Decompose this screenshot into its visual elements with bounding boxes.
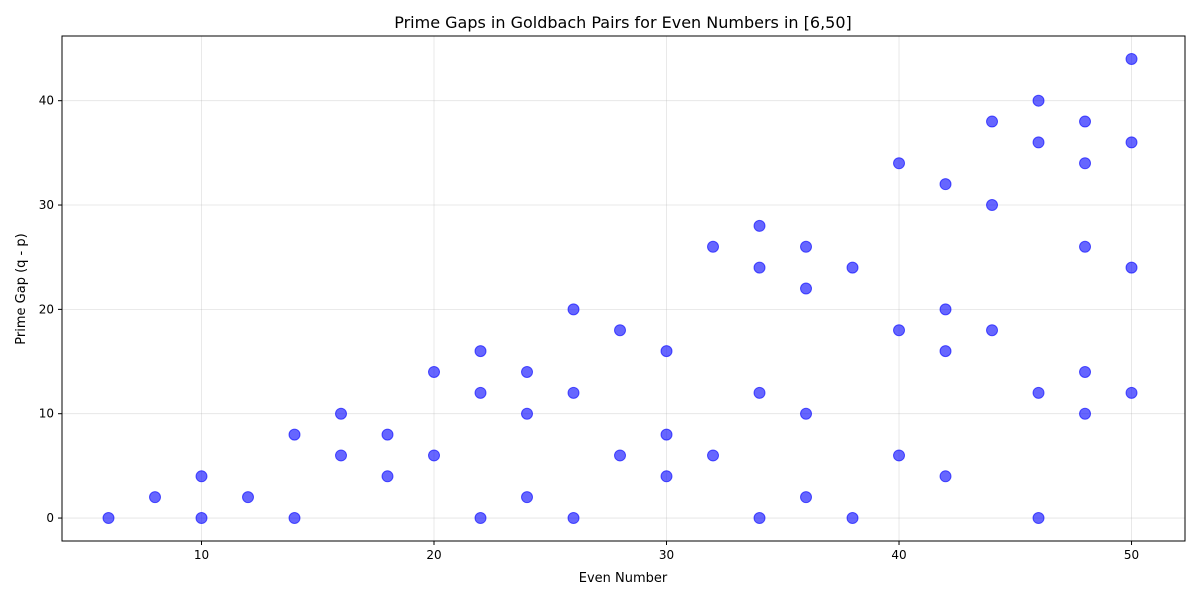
scatter-point [986,199,999,212]
scatter-point [428,449,441,462]
scatter-point [474,386,487,399]
y-tick-label: 30 [39,198,54,212]
scatter-point [195,512,208,525]
scatter-point [939,470,952,483]
scatter-point [1079,407,1092,420]
data-points [102,52,1138,525]
scatter-point [1125,261,1138,274]
scatter-point [614,324,627,337]
x-tick-label: 20 [426,548,441,562]
scatter-point [335,407,348,420]
scatter-point [753,219,766,232]
scatter-point [800,282,813,295]
scatter-point [1032,94,1045,107]
y-tick-label: 0 [46,511,54,525]
scatter-point [567,386,580,399]
scatter-point [800,240,813,253]
scatter-point [1125,136,1138,149]
scatter-point [660,345,673,358]
scatter-point [1079,115,1092,128]
scatter-point [660,470,673,483]
scatter-point [1032,136,1045,149]
scatter-point [893,324,906,337]
scatter-point [800,407,813,420]
scatter-point [335,449,348,462]
scatter-point [986,115,999,128]
scatter-point [474,512,487,525]
x-tick-label: 10 [194,548,209,562]
scatter-point [986,324,999,337]
chart-title: Prime Gaps in Goldbach Pairs for Even Nu… [394,13,852,32]
scatter-point [939,303,952,316]
scatter-point [381,470,394,483]
scatter-point [242,491,255,504]
scatter-point [1032,512,1045,525]
y-tick-label: 10 [39,407,54,421]
scatter-point [521,407,534,420]
scatter-point [800,491,813,504]
scatter-point [474,345,487,358]
scatter-point [102,512,115,525]
scatter-point [846,261,859,274]
x-axis-label: Even Number [579,571,668,586]
x-tick-label: 40 [891,548,906,562]
scatter-point [939,178,952,191]
scatter-point [567,512,580,525]
scatter-point [1032,386,1045,399]
scatter-point [288,512,301,525]
y-axis-label: Prime Gap (q - p) [14,233,29,344]
scatter-point [753,261,766,274]
scatter-point [1079,157,1092,170]
scatter-point [1125,386,1138,399]
scatter-point [288,428,301,441]
scatter-point [893,157,906,170]
scatter-point [195,470,208,483]
scatter-point [567,303,580,316]
x-axis-ticks: 10 20 30 40 50 [194,541,1139,562]
scatter-point [381,428,394,441]
scatter-point [846,512,859,525]
scatter-point [614,449,627,462]
x-tick-label: 30 [659,548,674,562]
grid-lines [62,36,1185,541]
scatter-point [149,491,162,504]
scatter-point [893,449,906,462]
scatter-point [707,240,720,253]
scatter-point [660,428,673,441]
scatter-point [1079,365,1092,378]
y-tick-label: 40 [39,94,54,108]
y-axis-ticks: 0 10 20 30 40 [39,94,62,525]
scatter-point [1079,240,1092,253]
scatter-point [521,491,534,504]
scatter-point [1125,52,1138,65]
scatter-point [753,386,766,399]
x-tick-label: 50 [1124,548,1139,562]
scatter-point [753,512,766,525]
scatter-point [428,365,441,378]
scatter-point [939,345,952,358]
plot-frame [61,35,1186,542]
scatter-point [707,449,720,462]
y-tick-label: 20 [39,302,54,316]
scatter-point [521,365,534,378]
